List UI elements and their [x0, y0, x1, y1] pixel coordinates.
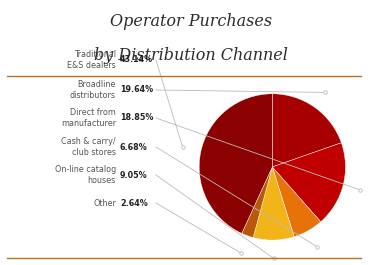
Text: 6.68%: 6.68%: [120, 143, 148, 152]
Text: Traditional
E&S dealers: Traditional E&S dealers: [67, 50, 116, 70]
Text: 43.14%: 43.14%: [120, 55, 153, 64]
Text: Cash & carry/
club stores: Cash & carry/ club stores: [61, 137, 116, 157]
Text: Broadline
distributors: Broadline distributors: [70, 80, 116, 100]
Text: 9.05%: 9.05%: [120, 170, 148, 179]
Text: Operator Purchases: Operator Purchases: [110, 13, 272, 30]
Text: 19.64%: 19.64%: [120, 86, 153, 95]
Text: by Distribution Channel: by Distribution Channel: [95, 47, 288, 64]
Wedge shape: [272, 167, 321, 237]
Wedge shape: [253, 167, 294, 240]
Wedge shape: [199, 94, 272, 233]
Text: 18.85%: 18.85%: [120, 113, 153, 122]
Wedge shape: [242, 167, 272, 237]
Wedge shape: [272, 94, 342, 167]
Text: Other: Other: [93, 198, 116, 207]
Text: 2.64%: 2.64%: [120, 198, 148, 207]
Wedge shape: [272, 143, 346, 222]
Text: Direct from
manufacturer: Direct from manufacturer: [61, 108, 116, 128]
Text: On-line catalog
houses: On-line catalog houses: [55, 165, 116, 185]
